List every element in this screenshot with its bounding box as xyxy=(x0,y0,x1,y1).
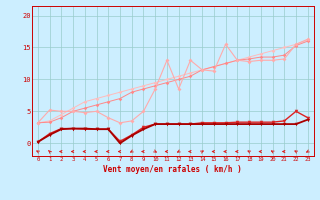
X-axis label: Vent moyen/en rafales ( km/h ): Vent moyen/en rafales ( km/h ) xyxy=(103,165,242,174)
